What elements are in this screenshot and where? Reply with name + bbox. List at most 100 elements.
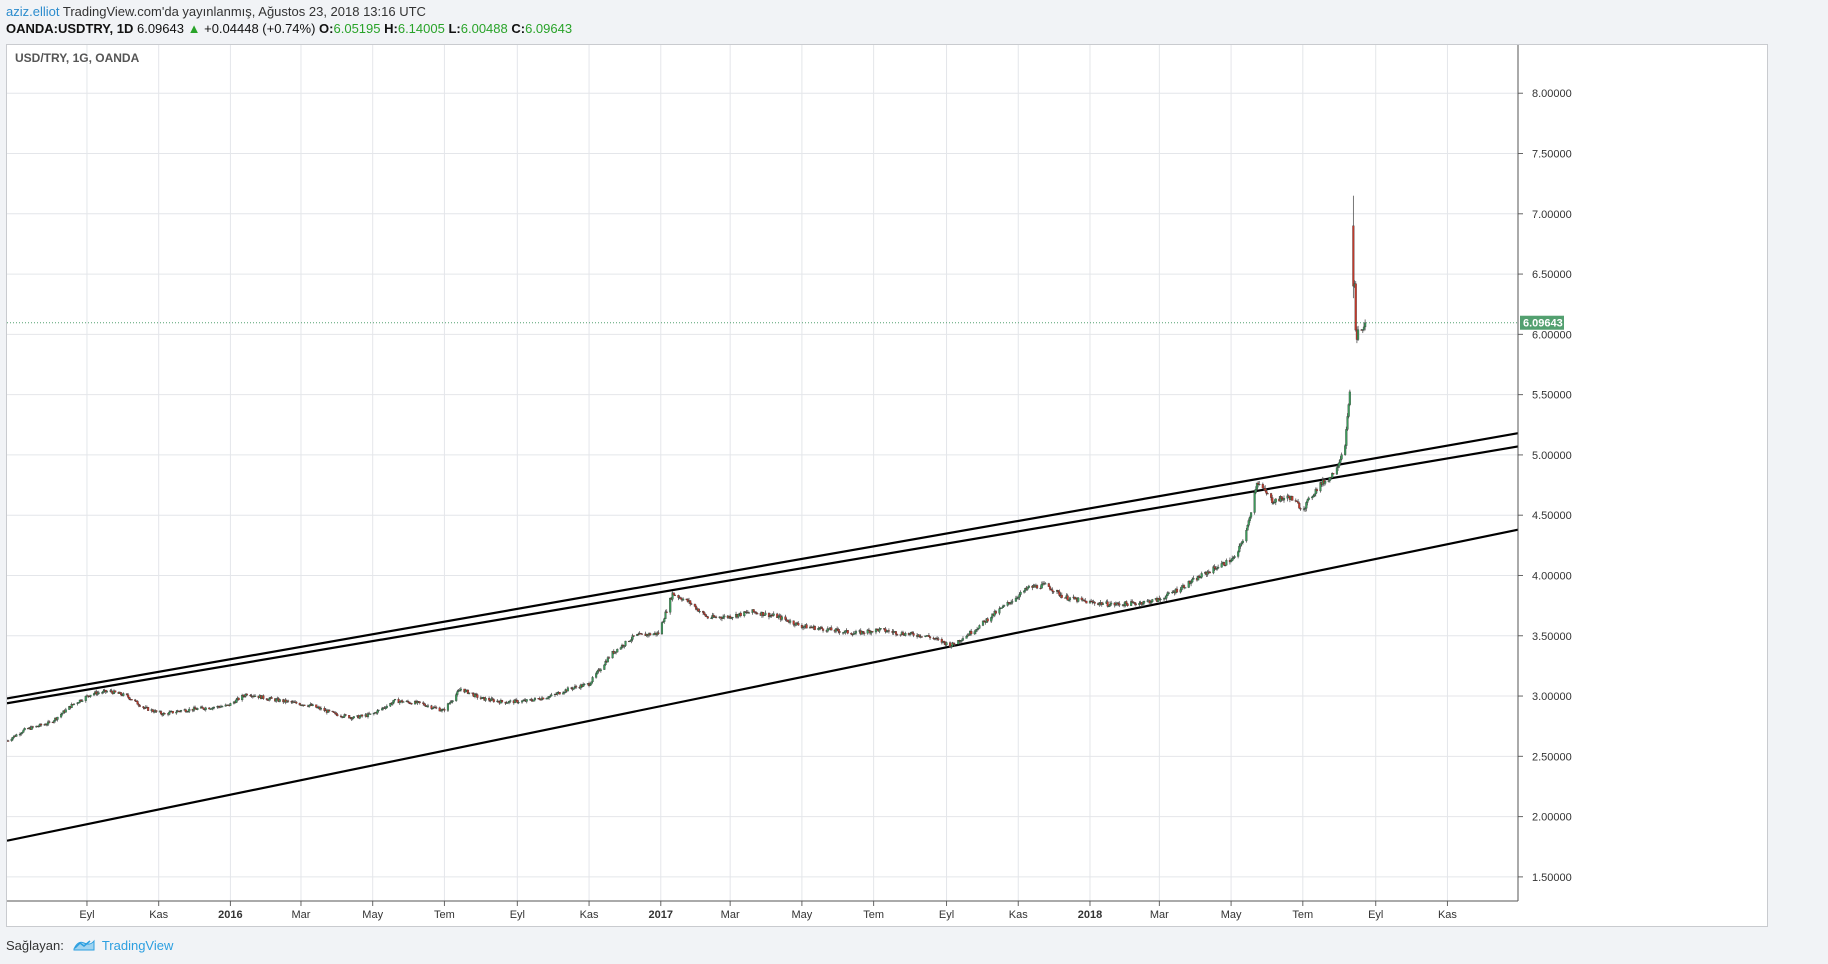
candle-up bbox=[671, 592, 674, 600]
candle-up bbox=[973, 631, 976, 635]
candle-down bbox=[134, 699, 137, 701]
tradingview-link[interactable]: TradingView bbox=[72, 938, 173, 953]
candle-down bbox=[607, 657, 611, 659]
low-value: 6.00488 bbox=[460, 21, 508, 36]
candle-up bbox=[1238, 545, 1241, 552]
candle-up bbox=[70, 704, 73, 708]
candle-down bbox=[344, 714, 347, 716]
candle-up bbox=[1159, 598, 1162, 601]
candle-down bbox=[40, 723, 43, 726]
candle-up bbox=[977, 628, 980, 630]
x-tick-label: May bbox=[1221, 909, 1242, 921]
price-chart[interactable]: 1.50000 2.00000 2.50000 3.00000 3.50000 4.000… bbox=[7, 45, 1767, 926]
candle-up bbox=[455, 694, 458, 701]
candle-down bbox=[137, 704, 140, 706]
candle-down bbox=[912, 633, 915, 636]
trendline[interactable] bbox=[7, 432, 1519, 700]
candle-down bbox=[929, 636, 932, 639]
candle-down bbox=[1265, 490, 1268, 494]
candle-down bbox=[159, 711, 163, 715]
candle-down bbox=[786, 619, 789, 622]
candle-up bbox=[604, 661, 607, 666]
candle-down bbox=[703, 612, 706, 615]
candle-up bbox=[1346, 416, 1349, 430]
candle-up bbox=[1026, 587, 1029, 590]
candle-down bbox=[1125, 601, 1128, 604]
candle-up bbox=[268, 698, 271, 701]
candle-down bbox=[303, 704, 306, 706]
candle-down bbox=[270, 697, 273, 699]
candle-down bbox=[754, 612, 758, 614]
candle-down bbox=[1106, 601, 1109, 607]
candle-down bbox=[538, 698, 541, 700]
candle-down bbox=[729, 615, 732, 619]
candle-down bbox=[242, 695, 245, 697]
candle-down bbox=[756, 613, 759, 615]
y-tick-label: 1.50000 bbox=[1532, 872, 1572, 884]
candle-down bbox=[820, 627, 823, 629]
x-tick-label: May bbox=[792, 909, 813, 921]
candle-down bbox=[672, 592, 675, 596]
candle-up bbox=[1241, 540, 1244, 543]
candle-down bbox=[1085, 600, 1088, 604]
candle-down bbox=[336, 714, 339, 717]
candle-up bbox=[1197, 576, 1200, 581]
candle-down bbox=[31, 726, 34, 728]
candle-up bbox=[1108, 603, 1112, 607]
candle-up bbox=[484, 698, 487, 701]
candle-down bbox=[739, 612, 742, 617]
candle-down bbox=[689, 600, 692, 604]
candle-down bbox=[693, 603, 696, 607]
y-tick-label: 6.50000 bbox=[1532, 269, 1572, 281]
candle-up bbox=[229, 703, 232, 706]
candle-down bbox=[488, 698, 491, 701]
y-tick-label: 6.00000 bbox=[1532, 329, 1572, 341]
candle-down bbox=[986, 618, 989, 622]
chart-container[interactable]: 1.50000 2.00000 2.50000 3.00000 3.50000 4.000… bbox=[6, 44, 1768, 927]
candle-down bbox=[637, 634, 640, 636]
candle-up bbox=[212, 707, 216, 709]
candle-down bbox=[128, 696, 131, 700]
candle-up bbox=[372, 713, 375, 715]
candle-down bbox=[136, 700, 139, 705]
candle-up bbox=[1335, 467, 1338, 475]
trendline[interactable] bbox=[7, 445, 1519, 705]
candle-down bbox=[286, 700, 290, 702]
y-tick-label: 4.00000 bbox=[1532, 570, 1572, 582]
candle-up bbox=[72, 703, 76, 705]
candle-up bbox=[978, 625, 981, 629]
candle-down bbox=[418, 701, 421, 703]
candle-down bbox=[677, 595, 680, 598]
author-link[interactable]: aziz.elliot bbox=[6, 4, 60, 19]
candle-up bbox=[56, 716, 59, 720]
candle-down bbox=[704, 613, 707, 617]
candle-up bbox=[391, 702, 394, 705]
candle-up bbox=[10, 738, 13, 741]
candle-up bbox=[451, 700, 454, 702]
candle-up bbox=[1167, 592, 1170, 594]
footer: Sağlayan: TradingView bbox=[6, 934, 173, 956]
candle-down bbox=[1287, 495, 1290, 498]
candle-up bbox=[1253, 492, 1256, 513]
candle-down bbox=[7, 740, 10, 742]
candle-up bbox=[1274, 498, 1277, 503]
candle-up bbox=[1306, 499, 1309, 503]
candle-up bbox=[21, 732, 24, 734]
candle-down bbox=[1183, 585, 1186, 588]
candle-up bbox=[122, 693, 125, 696]
candle-up bbox=[611, 651, 614, 659]
candle-down bbox=[762, 612, 765, 616]
candle-up bbox=[1098, 603, 1101, 605]
candle-down bbox=[1224, 565, 1227, 567]
candle-up bbox=[1192, 578, 1195, 580]
x-tick-label: Eyl bbox=[939, 909, 954, 921]
candle-up bbox=[1362, 326, 1366, 330]
candle-down bbox=[846, 630, 849, 634]
candle-up bbox=[1023, 590, 1026, 593]
candle-up bbox=[1217, 567, 1220, 569]
candle-up bbox=[1231, 558, 1234, 561]
trendline[interactable] bbox=[7, 528, 1519, 842]
candle-down bbox=[1039, 587, 1042, 590]
candle-up bbox=[468, 692, 471, 694]
candle-down bbox=[918, 634, 921, 637]
